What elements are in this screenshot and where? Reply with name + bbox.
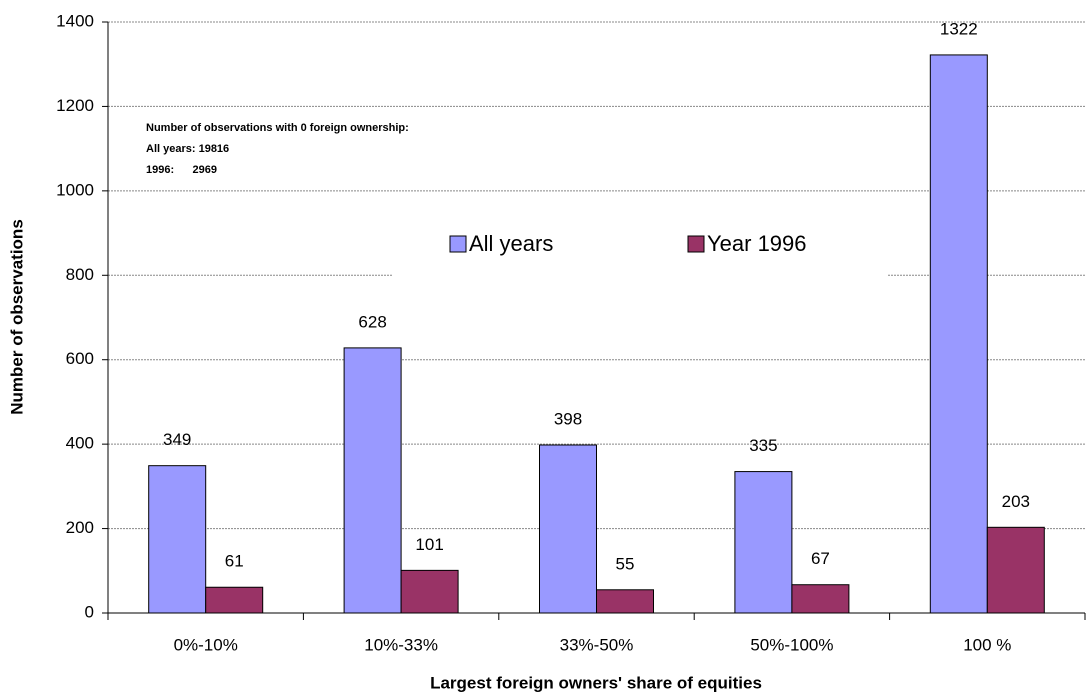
value-label: 628 bbox=[358, 312, 386, 331]
annotation: 1996: 2969 bbox=[146, 164, 217, 176]
y-axis-title: Number of observations bbox=[7, 219, 26, 415]
bar bbox=[929, 54, 988, 614]
value-label: 335 bbox=[749, 436, 777, 455]
bar bbox=[539, 444, 597, 614]
y-tick-label: 800 bbox=[66, 265, 94, 284]
y-tick-label: 200 bbox=[66, 518, 94, 537]
value-label: 398 bbox=[554, 409, 582, 428]
value-label: 67 bbox=[811, 549, 830, 568]
x-axis-title: Largest foreign owners' share of equitie… bbox=[430, 673, 762, 692]
y-tick-label: 1000 bbox=[56, 180, 94, 199]
bar bbox=[205, 586, 264, 614]
y-tick-label: 1200 bbox=[56, 96, 94, 115]
bar bbox=[400, 569, 459, 614]
x-tick-label: 33%-50% bbox=[560, 635, 634, 654]
bar bbox=[986, 526, 1045, 614]
x-tick-label: 50%-100% bbox=[750, 635, 833, 654]
legend-swatch bbox=[687, 235, 705, 253]
value-label: 55 bbox=[616, 554, 635, 573]
value-label: 203 bbox=[1002, 492, 1030, 511]
bar bbox=[596, 589, 654, 614]
y-tick-label: 400 bbox=[66, 434, 94, 453]
legend-label: Year 1996 bbox=[707, 231, 807, 256]
y-tick-label: 600 bbox=[66, 349, 94, 368]
bar bbox=[343, 347, 402, 614]
value-label: 61 bbox=[225, 552, 244, 571]
x-tick-label: 10%-33% bbox=[364, 635, 438, 654]
bar bbox=[734, 471, 793, 614]
legend-box bbox=[393, 205, 887, 285]
legend-label: All years bbox=[469, 231, 553, 256]
annotation: Number of observations with 0 foreign ow… bbox=[146, 122, 409, 134]
y-tick-label: 1400 bbox=[56, 11, 94, 30]
bar bbox=[148, 465, 207, 614]
value-label: 349 bbox=[163, 430, 191, 449]
x-tick-label: 0%-10% bbox=[174, 635, 238, 654]
value-label: 101 bbox=[415, 535, 443, 554]
legend-swatch bbox=[449, 235, 467, 253]
value-label: 1322 bbox=[940, 19, 978, 38]
y-tick-label: 0 bbox=[85, 602, 94, 621]
bar bbox=[791, 584, 850, 614]
annotation: All years: 19816 bbox=[146, 143, 229, 155]
x-tick-label: 100 % bbox=[963, 635, 1011, 654]
